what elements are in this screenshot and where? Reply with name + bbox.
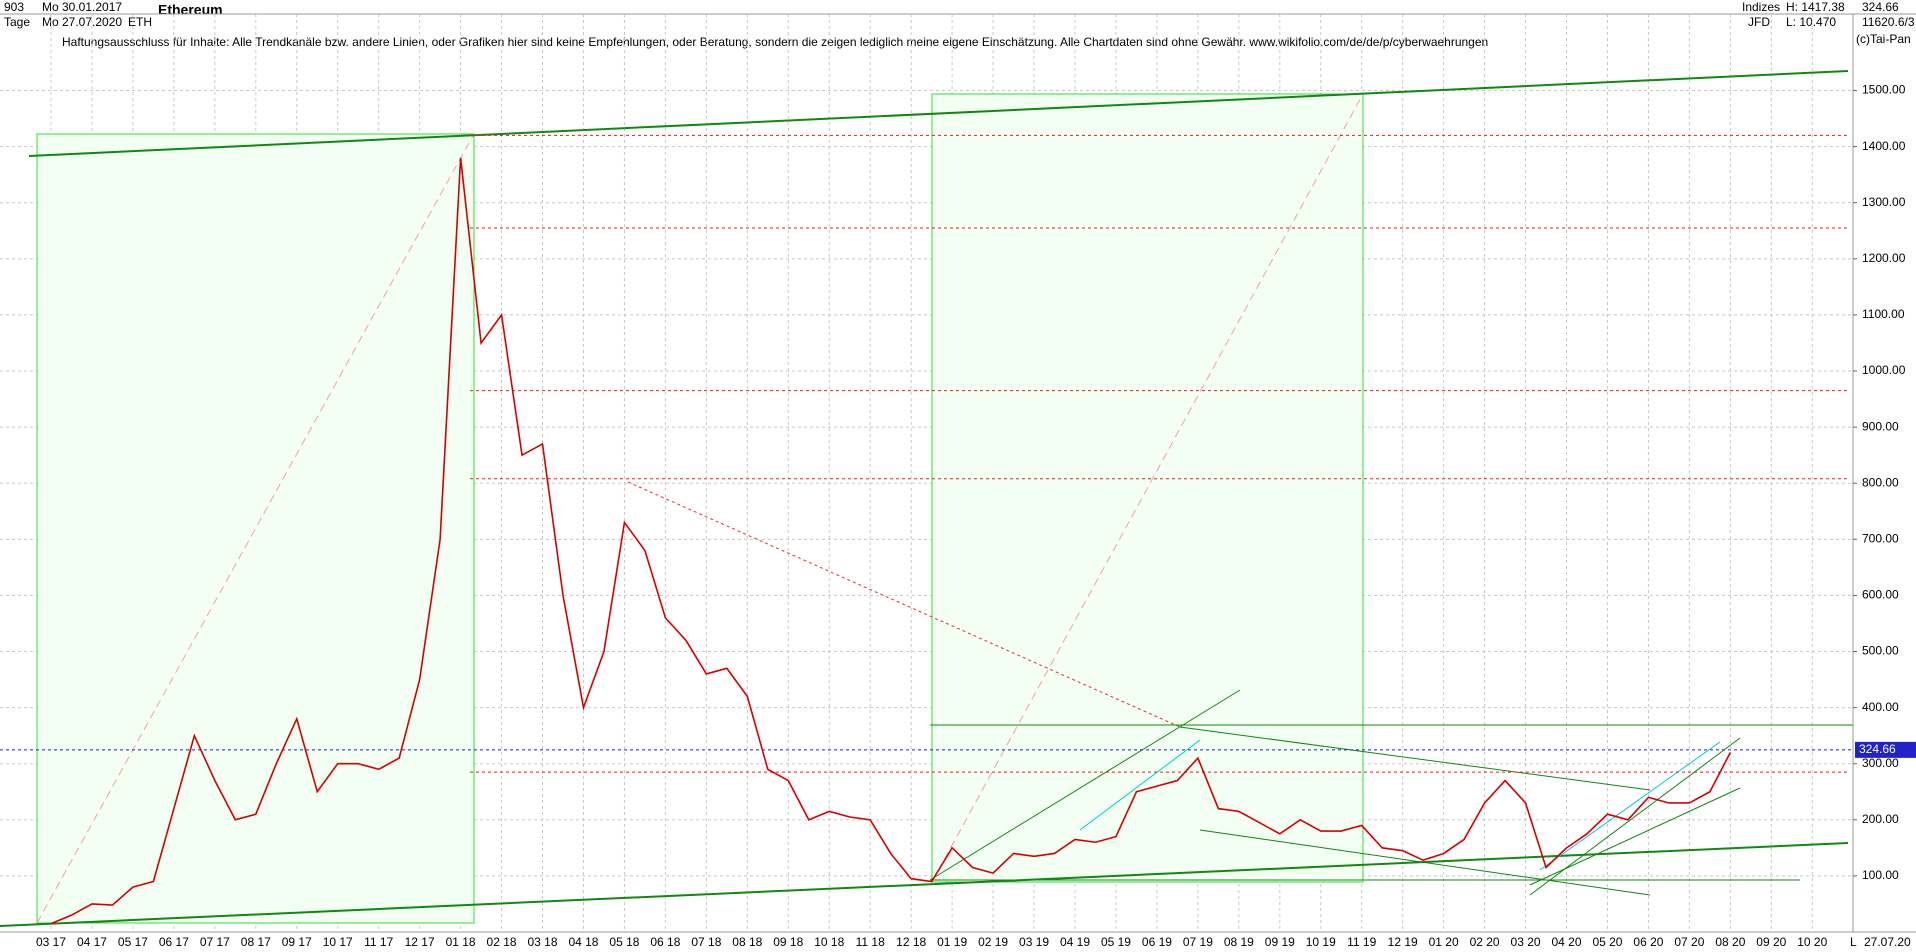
x-tick-label: 09 17 — [282, 935, 312, 949]
y-tick-label: 1000.00 — [1862, 363, 1906, 377]
x-tick-label: 08 20 — [1715, 935, 1745, 949]
x-tick-label: 07 19 — [1183, 935, 1213, 949]
y-tick-label: 1500.00 — [1862, 83, 1906, 97]
x-tick-label: 03 17 — [36, 935, 66, 949]
current-price-box — [1855, 741, 1916, 758]
last: 324.66 — [1862, 0, 1899, 14]
x-tick-label: 12 17 — [405, 935, 435, 949]
broker: JFD — [1748, 15, 1770, 29]
x-tick-label: 10 18 — [814, 935, 844, 949]
x-tick-label: 07 17 — [200, 935, 230, 949]
y-tick-label: 1200.00 — [1862, 251, 1906, 265]
trend-line — [0, 842, 1849, 927]
x-tick-label: 05 19 — [1101, 935, 1131, 949]
x-tick-label: 07 18 — [691, 935, 721, 949]
x-tick-label: 02 19 — [978, 935, 1008, 949]
high: H: 1417.38 — [1786, 0, 1845, 14]
group: Indizes — [1742, 0, 1780, 14]
x-tick-label: 03 18 — [528, 935, 558, 949]
y-tick-label: 200.00 — [1862, 812, 1899, 826]
x-tick-label: 09 20 — [1756, 935, 1786, 949]
x-tick-label: 09 19 — [1265, 935, 1295, 949]
x-tick-label: 08 17 — [241, 935, 271, 949]
trend-line — [28, 70, 1849, 157]
x-tick-label: 02 18 — [487, 935, 517, 949]
x-tick-label: 11 18 — [856, 935, 885, 949]
x-tick-label: 11 17 — [364, 935, 393, 949]
trend-line — [1179, 726, 1651, 791]
x-tick-label: 04 18 — [568, 935, 598, 949]
x-tick-label: 01 18 — [446, 935, 476, 949]
analysis-drawings — [0, 70, 1853, 927]
trend-line — [1199, 829, 1651, 896]
extra: 11620.6/3 — [1862, 15, 1915, 29]
y-tick-label: 600.00 — [1862, 588, 1899, 602]
x-tick-label: 03 20 — [1511, 935, 1541, 949]
x-tick-label: 06 19 — [1142, 935, 1172, 949]
x-tick-label: 09 18 — [773, 935, 803, 949]
x-tick-label: 05 17 — [118, 935, 148, 949]
trend-line — [1079, 739, 1201, 831]
y-tick-label: 700.00 — [1862, 531, 1899, 545]
x-tick-label: 12 19 — [1388, 935, 1418, 949]
x-tick-label: 08 18 — [732, 935, 762, 949]
x-tick-label: 10 19 — [1306, 935, 1336, 949]
scale-mode: L — [1850, 935, 1857, 949]
start-date: Mo 30.01.2017 — [42, 0, 122, 14]
y-tick-label: 300.00 — [1862, 756, 1899, 770]
x-tick-label: 04 19 — [1060, 935, 1090, 949]
x-tick-label: 05 20 — [1592, 935, 1622, 949]
instrument-name: Ethereum — [158, 2, 223, 18]
trend-line — [627, 481, 1181, 728]
y-tick-label: 1100.00 — [1862, 307, 1905, 321]
x-tick-label: 06 20 — [1633, 935, 1663, 949]
diagonal — [931, 93, 1364, 883]
x-tick-label: 04 17 — [77, 935, 107, 949]
disclaimer: Haftungsausschluss für Inhalte: Alle Tre… — [62, 35, 1488, 49]
y-tick-label: 1300.00 — [1862, 195, 1906, 209]
x-tick-label: 02 20 — [1470, 935, 1500, 949]
low: L: 10.470 — [1786, 15, 1836, 29]
trend-line — [1529, 787, 1741, 886]
current-price-label: 324.66 — [1859, 742, 1896, 756]
y-tick-label: 400.00 — [1862, 700, 1899, 714]
x-tick-label: 03 19 — [1019, 935, 1049, 949]
x-tick-label: 01 20 — [1429, 935, 1459, 949]
y-tick-label: 800.00 — [1862, 475, 1899, 489]
y-tick-label: 1400.00 — [1862, 139, 1906, 153]
x-tick-label: 08 19 — [1224, 935, 1254, 949]
y-tick-label: 900.00 — [1862, 419, 1899, 433]
y-tick-label: 500.00 — [1862, 644, 1899, 658]
symbol: ETH — [128, 15, 152, 29]
price-line — [50, 157, 1732, 925]
x-tick-label: 10 20 — [1797, 935, 1827, 949]
trend-line — [929, 689, 1241, 881]
y-tick-label: 100.00 — [1862, 868, 1899, 882]
x-tick-label: 11 19 — [1347, 935, 1376, 949]
copyright: (c)Tai-Pan — [1856, 32, 1911, 46]
x-tick-label: 04 20 — [1552, 935, 1582, 949]
trend-line — [1539, 741, 1721, 871]
x-tick-label: 01 19 — [937, 935, 967, 949]
period: Tage — [4, 15, 30, 29]
x-tick-label: 12 18 — [896, 935, 926, 949]
x-tick-label: 06 17 — [159, 935, 189, 949]
x-tick-label: 05 18 — [609, 935, 639, 949]
date: 27.07.20 — [1864, 935, 1911, 949]
diagonal — [36, 133, 475, 924]
x-tick-label: 10 17 — [323, 935, 353, 949]
end-date: Mo 27.07.2020 — [42, 15, 122, 29]
x-tick-label: 07 20 — [1674, 935, 1704, 949]
x-tick-label: 06 18 — [650, 935, 680, 949]
bar-count: 903 — [4, 0, 24, 14]
